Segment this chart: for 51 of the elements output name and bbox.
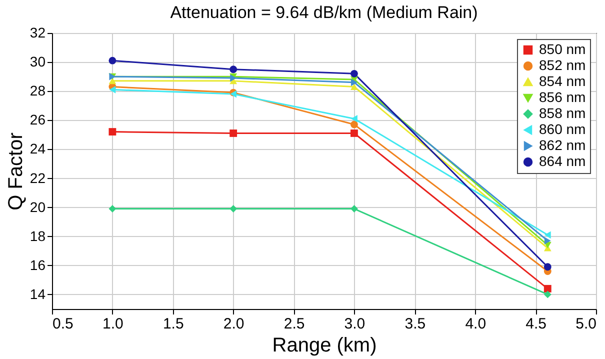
legend-label: 856 nm [539, 89, 586, 105]
legend-label: 864 nm [539, 153, 586, 169]
x-tick-label: 2.0 [223, 316, 244, 332]
y-tick-label: 16 [30, 256, 46, 273]
y-tick-label: 22 [30, 170, 46, 186]
y-axis-title: Q Factor [4, 132, 27, 210]
legend-label: 860 nm [539, 121, 586, 137]
x-tick-label: 2.5 [284, 316, 305, 332]
point [230, 66, 238, 74]
point [230, 205, 238, 212]
x-tick-label: 4.0 [465, 316, 486, 332]
point [108, 78, 116, 84]
y-tick-label: 32 [30, 24, 46, 40]
point [108, 128, 116, 136]
x-tick-label: 1.0 [102, 316, 124, 332]
y-tick-label: 24 [30, 140, 46, 157]
point [350, 70, 358, 78]
point [350, 130, 358, 137]
point [544, 290, 552, 298]
x-axis-title: Range (km) [272, 334, 377, 356]
point [351, 78, 358, 86]
legend-label: 854 nm [539, 73, 586, 89]
x-tick-label: 0.5 [52, 316, 74, 332]
point [544, 237, 551, 244]
point [230, 130, 238, 137]
point [109, 86, 116, 94]
point [108, 56, 116, 64]
legend-label: 852 nm [539, 57, 586, 73]
x-tick-label: 4.5 [526, 316, 546, 332]
point [350, 84, 358, 90]
point [108, 205, 116, 212]
y-tick-label: 14 [30, 286, 46, 302]
x-tick-label: 5.0 [576, 316, 596, 332]
point [544, 284, 552, 292]
y-tick-label: 28 [30, 82, 46, 99]
x-tick-label: 3.0 [344, 316, 366, 332]
y-tick-label: 26 [30, 112, 46, 128]
point [350, 120, 358, 128]
chart-title: Attenuation = 9.64 dB/km (Medium Rain) [170, 3, 478, 22]
legend-label: 862 nm [539, 137, 586, 153]
x-tick-label: 1.5 [162, 316, 184, 332]
point [350, 205, 358, 212]
point [544, 263, 552, 271]
x-tick-label: 3.5 [404, 316, 426, 332]
point [544, 231, 551, 239]
legend-label: 858 nm [539, 105, 586, 121]
point [351, 114, 358, 122]
y-tick-label: 18 [30, 228, 46, 244]
legend-label: 850 nm [539, 41, 586, 57]
y-tick-label: 30 [30, 54, 46, 70]
y-tick-label: 20 [30, 198, 46, 215]
